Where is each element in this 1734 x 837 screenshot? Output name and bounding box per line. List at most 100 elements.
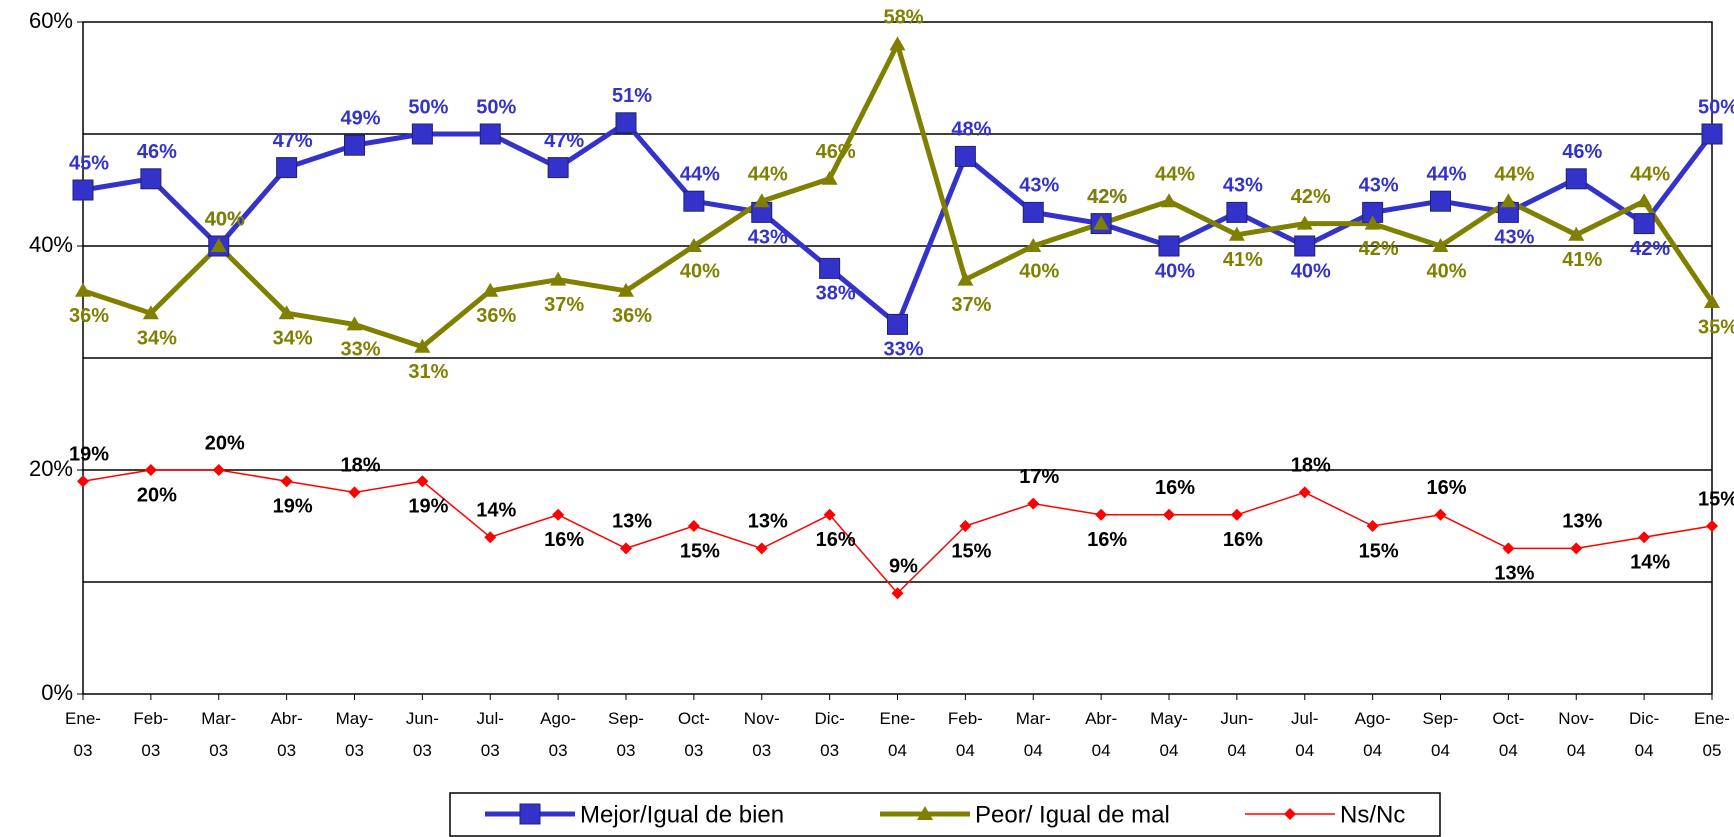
value-label: 16% xyxy=(1426,477,1466,499)
value-label: 18% xyxy=(340,455,380,477)
value-label: 43% xyxy=(1494,227,1534,249)
value-label: 48% xyxy=(951,119,991,141)
marker xyxy=(75,282,91,297)
value-label: 44% xyxy=(1494,163,1534,185)
marker xyxy=(484,531,497,544)
value-label: 42% xyxy=(1630,238,1670,260)
x-tick-label: Ago-04 xyxy=(1355,709,1391,760)
marker xyxy=(819,257,841,279)
marker xyxy=(1364,215,1381,230)
value-label: 40% xyxy=(1426,260,1466,282)
value-label: 43% xyxy=(1019,175,1059,197)
value-label: 40% xyxy=(205,208,245,230)
x-tick-label: Sep-04 xyxy=(1423,709,1459,760)
value-label: 44% xyxy=(1155,163,1195,185)
value-label: 40% xyxy=(1291,260,1331,282)
value-label: 33% xyxy=(883,339,923,361)
value-label: 33% xyxy=(340,339,380,361)
x-tick-label: Ene-05 xyxy=(1694,709,1730,760)
marker xyxy=(917,806,933,820)
marker xyxy=(685,238,702,252)
marker xyxy=(1161,193,1177,208)
legend: Mejor/Igual de bien Peor/ Igual de mal Ns/… xyxy=(449,792,1441,837)
x-tick-label: Dic-03 xyxy=(815,709,845,760)
value-label: 41% xyxy=(1223,249,1263,271)
value-label: 47% xyxy=(273,130,313,152)
value-label: 46% xyxy=(816,141,856,163)
marker xyxy=(547,157,569,179)
value-label: 44% xyxy=(680,163,720,185)
value-label: 13% xyxy=(748,511,788,533)
x-tick-label: Jul-03 xyxy=(477,709,504,760)
value-label: 42% xyxy=(1359,238,1399,260)
value-label: 36% xyxy=(476,305,516,327)
marker xyxy=(1294,235,1316,257)
marker xyxy=(1701,123,1723,145)
marker xyxy=(957,271,974,286)
x-tick-label: Feb-03 xyxy=(133,709,168,760)
value-label: 36% xyxy=(69,305,109,327)
value-label: 40% xyxy=(205,208,245,230)
marker xyxy=(142,305,159,320)
x-tick-label: Nov-03 xyxy=(744,709,780,760)
marker xyxy=(1638,531,1651,544)
x-tick-label: Oct-03 xyxy=(678,709,710,760)
value-label: 16% xyxy=(1155,477,1195,499)
marker xyxy=(887,313,908,335)
value-label: 50% xyxy=(476,96,516,118)
value-label: 9% xyxy=(889,555,918,577)
marker xyxy=(1228,226,1245,241)
value-label: 37% xyxy=(951,294,991,316)
y-tick-label: 60% xyxy=(29,8,73,33)
x-tick-label: Nov-04 xyxy=(1558,709,1594,760)
value-label: 43% xyxy=(748,227,788,249)
marker xyxy=(212,464,225,476)
value-label: 36% xyxy=(612,305,652,327)
value-label: 44% xyxy=(748,163,788,185)
marker xyxy=(346,316,363,331)
value-label: 37% xyxy=(544,294,584,316)
x-tick-label: Ago-03 xyxy=(540,709,576,760)
marker xyxy=(1230,508,1243,521)
marker xyxy=(1568,226,1585,241)
marker xyxy=(1704,294,1720,308)
value-label: 19% xyxy=(408,495,448,517)
x-tick-label: Jul-04 xyxy=(1291,709,1318,760)
value-label: 16% xyxy=(544,529,584,551)
marker xyxy=(348,486,361,499)
marker xyxy=(1093,215,1110,230)
x-tick-label: Jun-03 xyxy=(406,709,439,760)
x-tick-label: Abr-04 xyxy=(1085,709,1117,760)
value-label: 42% xyxy=(1291,186,1331,208)
value-label: 15% xyxy=(1698,488,1734,510)
marker xyxy=(144,464,157,476)
marker xyxy=(72,179,94,201)
marker xyxy=(889,36,906,51)
marker xyxy=(891,587,904,600)
marker xyxy=(414,338,431,353)
marker xyxy=(1430,190,1451,212)
marker xyxy=(1226,201,1248,223)
value-label: 46% xyxy=(1562,141,1602,163)
marker xyxy=(416,475,429,488)
value-label: 15% xyxy=(951,540,991,562)
value-label: 44% xyxy=(1630,163,1670,185)
x-tick-label: Jun-04 xyxy=(1220,709,1253,760)
legend-label: Peor/ Igual de mal xyxy=(975,801,1170,828)
marker xyxy=(479,123,501,145)
x-tick-label: Abr-03 xyxy=(271,709,303,760)
x-tick-label: Mar-03 xyxy=(201,709,236,760)
legend-label: Ns/Nc xyxy=(1340,801,1405,828)
marker xyxy=(344,134,365,156)
marker xyxy=(210,238,227,252)
value-label: 50% xyxy=(1698,96,1734,118)
marker xyxy=(276,157,298,179)
marker xyxy=(1298,486,1311,499)
y-tick-label: 0% xyxy=(41,680,73,705)
value-label: 14% xyxy=(476,499,516,521)
value-label: 43% xyxy=(1359,175,1399,197)
marker xyxy=(615,112,637,134)
value-label: 16% xyxy=(816,529,856,551)
marker xyxy=(1706,520,1718,532)
marker xyxy=(280,475,293,488)
